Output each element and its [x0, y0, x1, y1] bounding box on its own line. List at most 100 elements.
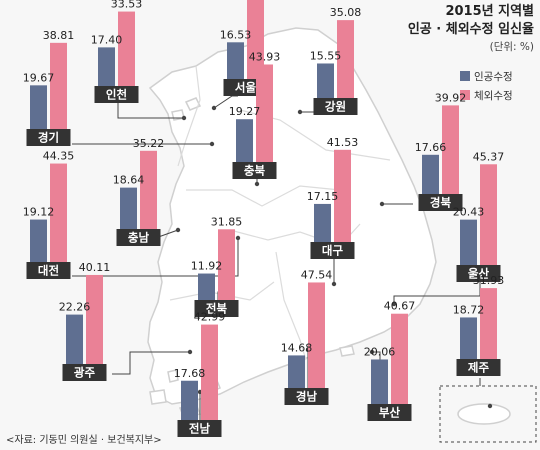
bar-artificial	[66, 314, 83, 364]
chart-title-line1: 2015년 지역별	[445, 3, 534, 19]
bar-artificial	[181, 380, 198, 420]
leader-dot	[254, 181, 260, 187]
region-group: 16.5339.06서울	[220, 0, 268, 96]
region-label: 경북	[430, 196, 452, 210]
legend-swatch-artificial	[460, 71, 470, 81]
region-badge	[456, 265, 501, 282]
region-group: 17.68 42.99 전남	[174, 311, 226, 437]
boundary-6	[275, 251, 307, 361]
leader-dot	[487, 403, 493, 409]
value-label-ivf: 31.93	[473, 274, 505, 287]
bar-ivf	[50, 42, 67, 130]
value-label-ivf: 47.54	[301, 268, 333, 281]
bar-artificial	[317, 63, 334, 98]
value-label-ivf: 44.35	[43, 150, 75, 163]
region-label: 경남	[296, 390, 318, 404]
region-badge	[367, 404, 412, 421]
bar-artificial	[227, 42, 244, 79]
bar-ivf	[201, 324, 218, 420]
region-badge	[313, 98, 358, 115]
region-label: 충남	[128, 231, 150, 245]
region-badge	[194, 300, 239, 317]
bar-artificial	[460, 317, 477, 359]
chart-title-line2: 인공 · 체외수정 임신율	[408, 21, 534, 37]
value-label-ivf: 39.92	[435, 91, 467, 104]
region-badge	[177, 420, 222, 437]
bar-ivf	[256, 64, 273, 162]
boundary-3	[186, 185, 341, 207]
value-label-artificial: 20.06	[364, 345, 396, 358]
value-label-artificial: 16.53	[220, 28, 252, 41]
value-label-artificial: 15.55	[310, 49, 342, 62]
island-3	[149, 389, 167, 405]
region-group: 15.55 35.08 강원	[310, 6, 361, 115]
legend-label-artificial: 인공수정	[474, 71, 513, 83]
region-group: 17.15 41.53 대구	[307, 136, 359, 259]
legend-label-ivf: 체외수정	[474, 90, 513, 102]
value-label-ivf: 38.81	[43, 29, 75, 42]
value-label-artificial: 17.66	[415, 141, 447, 154]
region-label: 서울	[235, 81, 257, 95]
leader-dot	[297, 109, 303, 115]
bar-ivf	[391, 313, 408, 404]
leader-dot	[379, 201, 385, 207]
region-label: 광주	[74, 366, 96, 380]
leader-dot	[181, 115, 187, 121]
leader-dot	[175, 227, 181, 233]
region-badge	[310, 242, 355, 259]
region-label: 전북	[206, 302, 228, 316]
value-label-artificial: 19.12	[23, 206, 55, 219]
region-badge	[232, 162, 277, 179]
value-label-artificial: 18.64	[113, 174, 145, 187]
bar-ivf	[50, 163, 67, 262]
bar-artificial	[288, 355, 305, 388]
source-note: <자료: 기동민 의원실 · 보건복지부>	[6, 434, 162, 446]
region-group: 17.66 39.92 경북	[415, 91, 467, 211]
bar-artificial	[460, 219, 477, 265]
value-label-artificial: 22.26	[59, 301, 91, 314]
bar-ivf	[247, 0, 264, 80]
region-group: 19.12 44.35 대전	[23, 150, 75, 279]
region-label: 제주	[468, 361, 490, 375]
region-badge	[116, 229, 161, 246]
bar-groups: 17.40 33.53 인천 16.5339.06서울 15.55 35.08 강원 19.6…	[23, 0, 505, 437]
bar-artificial	[314, 203, 331, 242]
bar-artificial	[98, 47, 115, 86]
region-label: 울산	[468, 267, 490, 281]
bar-artificial	[198, 273, 215, 300]
legend-swatch-ivf	[460, 90, 470, 100]
leader-dot	[331, 281, 337, 287]
island-6	[339, 345, 355, 357]
value-label-artificial: 19.27	[229, 105, 261, 118]
value-label-ivf: 33.53	[111, 0, 143, 11]
bar-artificial	[30, 85, 47, 129]
value-label-artificial: 20.43	[453, 206, 485, 219]
region-group: 20.06 40.67 부산	[364, 300, 415, 421]
value-label-ivf: 41.53	[327, 136, 359, 149]
bar-ivf	[442, 105, 459, 194]
bar-ivf	[337, 20, 354, 99]
region-group: 14.68 47.54 경남	[281, 268, 333, 405]
legend: 인공수정 체외수정	[460, 71, 513, 102]
bar-ivf	[334, 149, 351, 242]
leader-incheon	[117, 103, 184, 119]
island-5	[167, 369, 179, 383]
region-label: 대전	[38, 264, 59, 278]
bar-ivf	[218, 229, 235, 300]
region-group: 11.92 31.85 전북	[191, 215, 242, 317]
value-label-ivf: 45.37	[473, 150, 505, 163]
region-group: 22.26 40.11 광주	[59, 261, 110, 381]
bar-ivf	[86, 274, 103, 364]
region-label: 전남	[189, 422, 211, 436]
island-1	[184, 97, 202, 111]
value-label-artificial: 11.92	[191, 260, 223, 273]
value-label-artificial: 18.72	[453, 303, 485, 316]
region-badge	[62, 364, 107, 381]
region-label: 경기	[38, 131, 59, 145]
value-label-artificial: 14.68	[281, 341, 313, 354]
bar-artificial	[120, 187, 137, 229]
value-label-ivf: 42.99	[194, 311, 226, 324]
value-label-artificial: 17.15	[307, 190, 339, 203]
region-label: 대구	[322, 244, 344, 258]
